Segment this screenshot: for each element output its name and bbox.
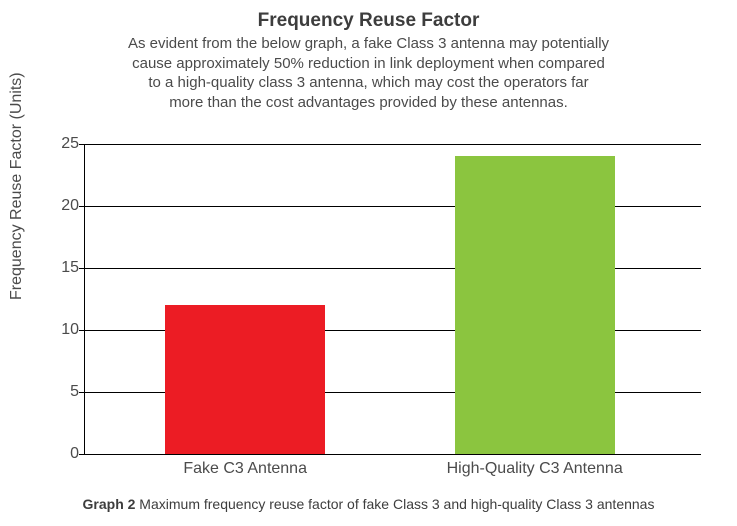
y-tick-mark: [79, 144, 85, 145]
figure-caption: Graph 2 Maximum frequency reuse factor o…: [0, 496, 737, 512]
x-tick-label: Fake C3 Antenna: [183, 454, 307, 478]
y-tick-label: 10: [45, 321, 79, 339]
chart-subtitle: As evident from the below graph, a fake …: [0, 32, 737, 112]
plot-area: 0510152025Fake C3 AntennaHigh-Quality C3…: [84, 144, 701, 455]
y-tick-label: 0: [45, 445, 79, 463]
y-axis-label: Frequency Reuse Factor (Units): [8, 72, 26, 300]
x-tick-label: High-Quality C3 Antenna: [447, 454, 623, 478]
bar: [165, 305, 325, 454]
y-tick-mark: [79, 454, 85, 455]
figure: { "chart": { "type": "bar", "title": "Fr…: [0, 0, 737, 526]
y-tick-label: 15: [45, 259, 79, 277]
y-tick-label: 5: [45, 383, 79, 401]
y-tick-mark: [79, 268, 85, 269]
y-tick-mark: [79, 392, 85, 393]
chart-title: Frequency Reuse Factor: [0, 0, 737, 32]
gridline: [85, 144, 701, 145]
y-tick-label: 20: [45, 197, 79, 215]
figure-caption-text: Maximum frequency reuse factor of fake C…: [135, 496, 654, 512]
y-tick-label: 25: [45, 135, 79, 153]
bar: [455, 156, 615, 454]
figure-caption-prefix: Graph 2: [83, 496, 136, 512]
y-tick-mark: [79, 330, 85, 331]
y-tick-mark: [79, 206, 85, 207]
